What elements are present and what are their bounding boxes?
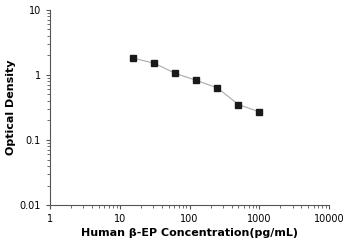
X-axis label: Human β-EP Concentration(pg/mL): Human β-EP Concentration(pg/mL) xyxy=(81,228,298,238)
Y-axis label: Optical Density: Optical Density xyxy=(6,60,15,155)
